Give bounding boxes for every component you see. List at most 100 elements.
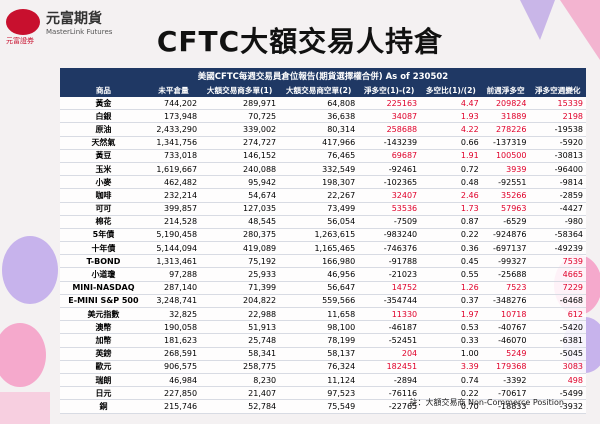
table-cell: 0.72 xyxy=(420,162,482,177)
table-cell: 0.55 xyxy=(420,267,482,282)
commodity-name: 玉米 xyxy=(60,162,147,177)
table-cell: -980 xyxy=(529,215,586,229)
table-cell: -40767 xyxy=(481,320,530,335)
table-cell: 240,088 xyxy=(200,162,280,177)
table-cell: -143239 xyxy=(358,136,421,150)
table-row: 黃豆 733,018 146,152 76,465 69687 1.91 100500 -30… xyxy=(60,149,586,163)
table-cell: -5045 xyxy=(529,347,586,361)
table-cell: -3932 xyxy=(529,399,586,414)
table-cell: 209824 xyxy=(481,97,530,111)
logo: 元富期貨 MasterLink Futures 元富證券 xyxy=(6,8,113,45)
table-cell: -348276 xyxy=(481,294,530,309)
logo-sub: 元富證券 xyxy=(6,37,34,45)
table-row: 銅 215,746 52,784 75,549 -22765 0.70 -18833 -393… xyxy=(60,399,586,414)
table-cell: 274,727 xyxy=(200,136,280,150)
table-cell: -30813 xyxy=(529,149,586,163)
table-cell: -6381 xyxy=(529,333,586,348)
table-row: E-MINI S&P 500 3,248,741 204,822 559,566 -35… xyxy=(60,294,586,309)
commodity-name: 原油 xyxy=(60,122,147,137)
table-cell: -70617 xyxy=(481,386,530,401)
table-cell: -2859 xyxy=(529,188,586,203)
commodity-name: 白銀 xyxy=(60,109,147,124)
table-cell: -96400 xyxy=(529,162,586,177)
table-caption: 美國CFTC每週交易員倉位報告(期貨選擇權合併) As of 230502 xyxy=(60,68,586,84)
logo-en: MasterLink Futures xyxy=(46,28,113,36)
table-cell: 287,140 xyxy=(146,281,201,295)
table-cell: 0.87 xyxy=(420,215,482,229)
table-cell: 10718 xyxy=(481,307,530,322)
commodity-name: 小麥 xyxy=(60,175,147,190)
table-cell: -3392 xyxy=(481,373,530,388)
table-cell: 97,288 xyxy=(146,267,201,282)
table-cell: 98,100 xyxy=(279,320,359,335)
table-cell: 56,647 xyxy=(279,281,359,295)
commodity-name: 黃金 xyxy=(60,97,147,111)
table-cell: 227,850 xyxy=(146,386,201,401)
commodity-name: 小道瓊 xyxy=(60,267,147,282)
title: CFTC大額交易人持倉 xyxy=(156,25,444,58)
table-cell: 0.74 xyxy=(420,373,482,388)
table-cell: 15339 xyxy=(529,97,586,111)
table-cell: 11,124 xyxy=(279,373,359,388)
table-row: 日元 227,850 21,407 97,523 -76116 0.22 -70617 -54… xyxy=(60,386,586,401)
table-cell: 146,152 xyxy=(200,149,280,163)
table-cell: 58,341 xyxy=(200,347,280,361)
table-row: 原油 2,433,290 339,002 80,314 258688 4.22 278226… xyxy=(60,122,586,137)
commodity-name: 歐元 xyxy=(60,360,147,374)
table-cell: 559,566 xyxy=(279,294,359,309)
commodity-name: 日元 xyxy=(60,386,147,401)
table-row: 瑞朗 46,984 8,230 11,124 -2894 0.74 -3392 498 xyxy=(60,373,586,388)
table-cell: 225163 xyxy=(358,97,421,111)
table-cell: -354744 xyxy=(358,294,421,309)
table-cell: 32407 xyxy=(358,188,421,203)
commodity-name: 咖啡 xyxy=(60,188,147,203)
table-cell: 35266 xyxy=(481,188,530,203)
table-cell: 1.93 xyxy=(420,109,482,124)
table-cell: 2.46 xyxy=(420,188,482,203)
table-cell: 166,980 xyxy=(279,254,359,269)
table-cell: 198,307 xyxy=(279,175,359,190)
table-cell: 1,263,615 xyxy=(279,228,359,243)
table-row: T-BOND 1,313,461 75,192 166,980 -91788 0.45 -9… xyxy=(60,254,586,269)
table-row: 小麥 462,482 95,942 198,307 -102365 0.48 -92551-… xyxy=(60,175,586,190)
table-cell: 173,948 xyxy=(146,109,201,124)
table-row: 棉花 214,528 48,545 56,054 -7509 0.87 -6529 -980 xyxy=(60,215,586,229)
table-cell: 7539 xyxy=(529,254,586,269)
table-cell: 3.39 xyxy=(420,360,482,374)
commodity-name: 十年債 xyxy=(60,241,147,256)
table-cell: 2,433,290 xyxy=(146,122,201,137)
table-row: 玉米 1,619,667 240,088 332,549 -92461 0.72 3939-… xyxy=(60,162,586,177)
table-cell: 1,165,465 xyxy=(279,241,359,256)
table-cell: -19538 xyxy=(529,122,586,137)
commodity-name: 黃豆 xyxy=(60,149,147,163)
table-cell: 5,144,094 xyxy=(146,241,201,256)
table-cell: -22765 xyxy=(358,399,421,414)
table-cell: 1,619,667 xyxy=(146,162,201,177)
commodity-name: T-BOND xyxy=(60,254,147,269)
table-cell: 71,399 xyxy=(200,281,280,295)
table-cell: 258688 xyxy=(358,122,421,137)
commodity-name: 澳幣 xyxy=(60,320,147,335)
balloon xyxy=(0,323,46,387)
column-header: 前週淨多空 xyxy=(481,84,530,97)
table-cell: 76,324 xyxy=(279,360,359,374)
table-cell: 100500 xyxy=(481,149,530,163)
table-cell: 78,199 xyxy=(279,333,359,348)
table-cell: 14752 xyxy=(358,281,421,295)
table-cell: 399,857 xyxy=(146,202,201,216)
table-cell: 0.33 xyxy=(420,333,482,348)
table-cell: -6529 xyxy=(481,215,530,229)
table-cell: 31889 xyxy=(481,109,530,124)
table-cell: -5499 xyxy=(529,386,586,401)
table-cell: 70,725 xyxy=(200,109,280,124)
table-cell: 5,190,458 xyxy=(146,228,201,243)
pennant xyxy=(520,0,555,40)
table-cell: 34087 xyxy=(358,109,421,124)
table-cell: 906,575 xyxy=(146,360,201,374)
table-cell: 46,956 xyxy=(279,267,359,282)
commodity-name: MINI-NASDAQ xyxy=(60,281,147,295)
table: 美國CFTC每週交易員倉位報告(期貨選擇權合併) As of 230502 商品… xyxy=(60,68,586,414)
commodity-name: 銅 xyxy=(60,399,147,414)
table-cell: 268,591 xyxy=(146,347,201,361)
table-cell: 190,058 xyxy=(146,320,201,335)
